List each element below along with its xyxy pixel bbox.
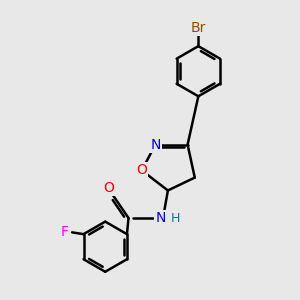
Text: N: N <box>150 138 161 152</box>
Text: Br: Br <box>191 20 206 34</box>
Text: H: H <box>170 212 180 224</box>
Text: N: N <box>156 211 166 225</box>
Text: O: O <box>136 164 147 177</box>
Text: O: O <box>103 181 114 195</box>
Text: F: F <box>61 225 69 239</box>
